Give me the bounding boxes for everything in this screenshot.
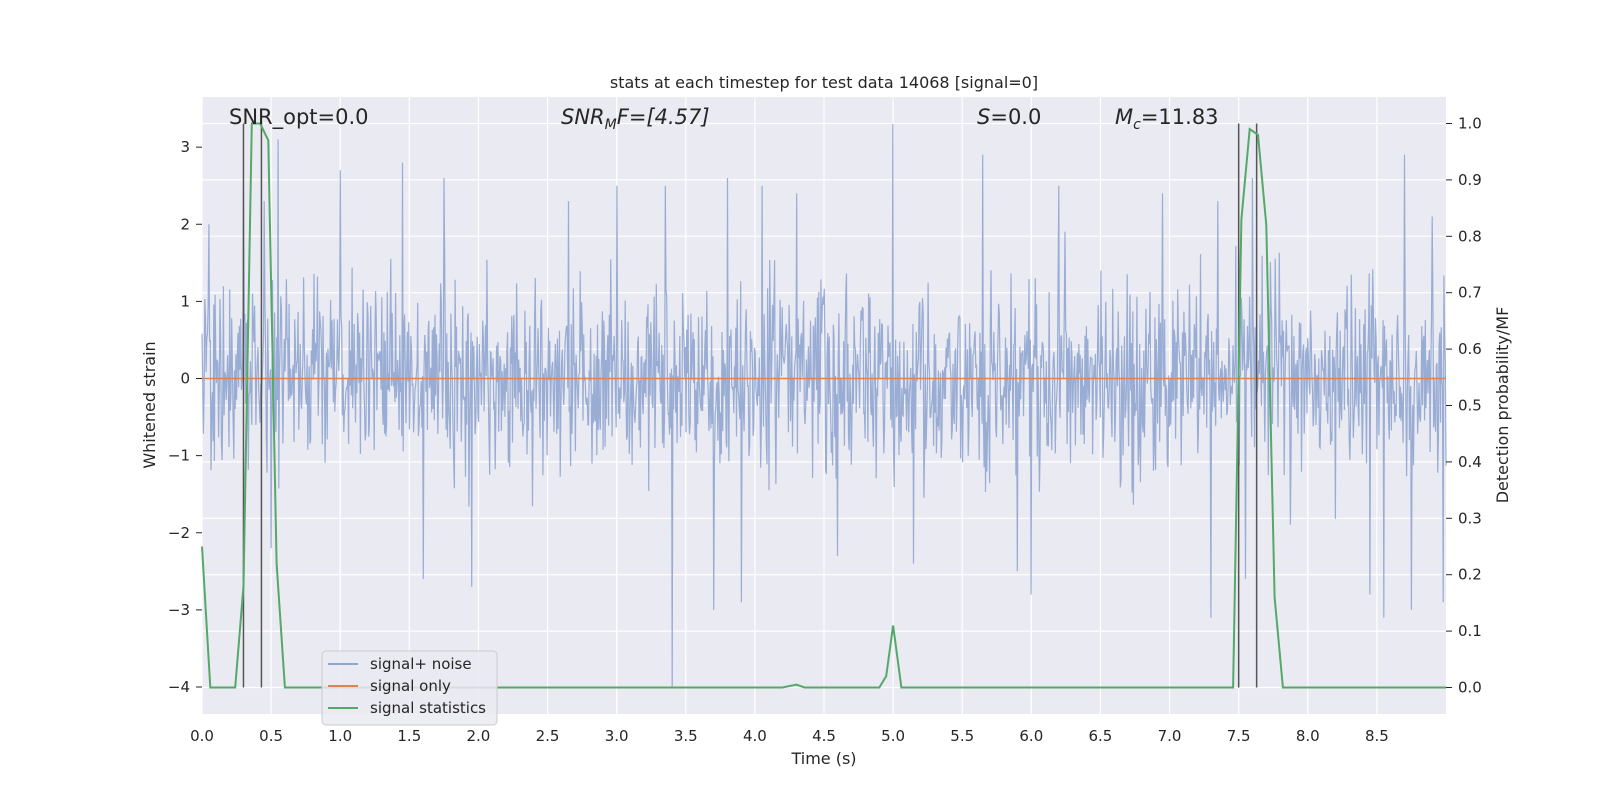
series-line-signal-statistics: [201, 122, 1446, 689]
y-tick-label: −2: [168, 524, 190, 542]
y-tick-label: −3: [168, 601, 190, 619]
y2-ticks: 1.0 0.9 0.8 0.7 0.6 0.5 0.4 0.3 0.2 0.1 0.0: [1446, 115, 1482, 696]
x-tick-label: 0.0: [190, 727, 214, 745]
x-tick-label: 1.0: [328, 727, 352, 745]
x-tick-label: 7.0: [1158, 727, 1182, 745]
x-tick-label: 0.5: [259, 727, 283, 745]
y2-tick-label: 0.5: [1458, 397, 1482, 415]
y2-tick-label: 0.1: [1458, 622, 1482, 640]
annotation-mc: Mc=11.83: [1115, 105, 1219, 133]
x-tick-label: 3.5: [674, 727, 698, 745]
x-tick-label: 8.0: [1296, 727, 1320, 745]
y2-tick-label: 0.7: [1458, 284, 1482, 302]
chart-title: stats at each timestep for test data 140…: [610, 73, 1038, 92]
legend: signal+ noise signal only signal statist…: [321, 650, 498, 726]
x-tick-label: 8.5: [1365, 727, 1389, 745]
x-tick-label: 6.0: [1019, 727, 1043, 745]
x-tick-label: 4.0: [743, 727, 767, 745]
y-tick-label: 3: [180, 138, 190, 156]
y2-tick-label: 1.0: [1458, 115, 1482, 133]
y2-tick-label: 0.3: [1458, 509, 1482, 527]
annotation-snr-opt: SNR_opt=0.0: [229, 105, 369, 130]
x-tick-label: 7.5: [1227, 727, 1251, 745]
annotation-s: S=0.0: [977, 105, 1041, 129]
x-tick-label: 5.0: [881, 727, 905, 745]
x-tick-label: 3.0: [605, 727, 629, 745]
x-tick-label: 2.5: [536, 727, 560, 745]
y2-tick-label: 0.6: [1458, 340, 1482, 358]
annotation-snr-mf: SNRMF=[4.57]: [561, 105, 710, 133]
y-axis-label: Whitened strain: [140, 341, 159, 468]
y2-axis-label: Detection probability/MF: [1493, 307, 1512, 504]
y2-tick-label: 0.9: [1458, 171, 1482, 189]
y2-tick-label: 0.0: [1458, 678, 1482, 696]
x-tick-label: 5.5: [950, 727, 974, 745]
y-tick-label: 1: [180, 292, 190, 310]
y2-tick-label: 0.4: [1458, 453, 1482, 471]
x-tick-label: 1.5: [397, 727, 421, 745]
x-axis-label: Time (s): [790, 749, 856, 768]
y-ticks: 3 2 1 0 −1 −2 −3 −4: [168, 138, 202, 696]
legend-label-signal-noise: signal+ noise: [370, 655, 472, 673]
x-ticks: 0.0 0.5 1.0 1.5 2.0 2.5 3.0 3.5 4.0 4.5 5.0 5.5 6.0 6…: [190, 727, 1389, 745]
x-tick-label: 2.0: [467, 727, 491, 745]
y2-tick-label: 0.8: [1458, 227, 1482, 245]
legend-label-signal-statistics: signal statistics: [370, 699, 486, 717]
x-tick-label: 6.5: [1089, 727, 1113, 745]
y-tick-label: 2: [180, 215, 190, 233]
x-tick-label: 4.5: [812, 727, 836, 745]
series-signal-statistics: [201, 122, 1446, 689]
y2-tick-label: 0.2: [1458, 566, 1482, 584]
y-tick-label: −1: [168, 447, 190, 465]
legend-label-signal-only: signal only: [370, 677, 451, 695]
legend-box: [321, 650, 498, 726]
y-tick-label: −4: [168, 678, 190, 696]
y-tick-label: 0: [180, 370, 190, 388]
